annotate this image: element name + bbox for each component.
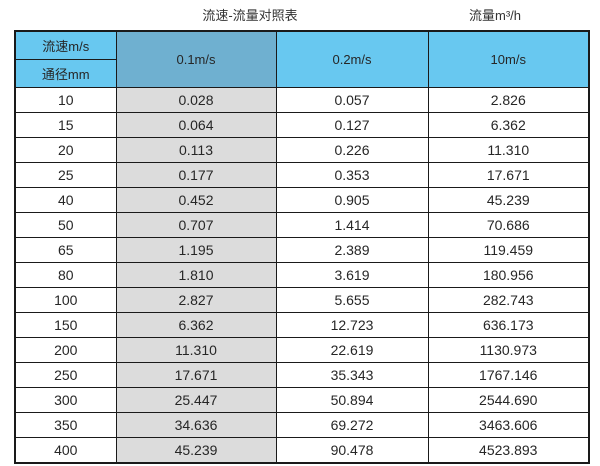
- flow-cell-10ms: 4523.893: [427, 437, 590, 464]
- flow-cell-10ms: 180.956: [427, 262, 590, 288]
- flow-cell-0.1ms: 0.028: [115, 87, 277, 113]
- diameter-cell: 300: [14, 387, 117, 413]
- column-header-10ms: 10m/s: [427, 30, 590, 88]
- diameter-cell: 15: [14, 112, 117, 138]
- flow-cell-0.2ms: 0.353: [275, 162, 429, 188]
- flow-cell-0.2ms: 22.619: [275, 337, 429, 363]
- flow-cell-0.1ms: 34.636: [115, 412, 277, 438]
- table-row: 80 1.810 3.619 180.956: [14, 262, 590, 288]
- table-row: 350 34.636 69.272 3463.606: [14, 412, 590, 438]
- diameter-cell: 80: [14, 262, 117, 288]
- table-row: 100 2.827 5.655 282.743: [14, 287, 590, 313]
- table-row: 20 0.113 0.226 11.310: [14, 137, 590, 163]
- diameter-cell: 150: [14, 312, 117, 338]
- flow-cell-0.2ms: 0.057: [275, 87, 429, 113]
- table-body: 10 0.028 0.057 2.826 15 0.064 0.127 6.362 20 0.11…: [14, 87, 590, 464]
- flow-cell-10ms: 1130.973: [427, 337, 590, 363]
- flow-cell-0.1ms: 0.113: [115, 137, 277, 163]
- flow-cell-10ms: 2.826: [427, 87, 590, 113]
- table-row: 400 45.239 90.478 4523.893: [14, 437, 590, 464]
- diameter-cell: 250: [14, 362, 117, 388]
- table-header: 流速m/s 0.1m/s 0.2m/s 10m/s 通径mm: [14, 30, 590, 88]
- flow-cell-0.2ms: 3.619: [275, 262, 429, 288]
- flow-cell-10ms: 1767.146: [427, 362, 590, 388]
- diameter-cell: 20: [14, 137, 117, 163]
- header-row-top: 流速m/s 0.1m/s 0.2m/s 10m/s: [14, 30, 590, 88]
- flow-cell-0.1ms: 25.447: [115, 387, 277, 413]
- table-row: 300 25.447 50.894 2544.690: [14, 387, 590, 413]
- diameter-cell: 25: [14, 162, 117, 188]
- flow-cell-0.1ms: 0.177: [115, 162, 277, 188]
- column-header-0.2ms: 0.2m/s: [275, 30, 429, 88]
- flow-cell-0.1ms: 1.195: [115, 237, 277, 263]
- diameter-cell: 65: [14, 237, 117, 263]
- diameter-cell: 40: [14, 187, 117, 213]
- flow-cell-10ms: 636.173: [427, 312, 590, 338]
- table-row: 250 17.671 35.343 1767.146: [14, 362, 590, 388]
- flow-cell-10ms: 6.362: [427, 112, 590, 138]
- table-row: 150 6.362 12.723 636.173: [14, 312, 590, 338]
- diameter-cell: 100: [14, 287, 117, 313]
- diameter-cell: 10: [14, 87, 117, 113]
- flow-cell-0.1ms: 0.064: [115, 112, 277, 138]
- flow-cell-0.2ms: 50.894: [275, 387, 429, 413]
- flow-cell-0.2ms: 35.343: [275, 362, 429, 388]
- diameter-cell: 400: [14, 437, 117, 464]
- flow-cell-0.1ms: 0.707: [115, 212, 277, 238]
- flow-cell-0.1ms: 45.239: [115, 437, 277, 464]
- flow-cell-0.2ms: 0.905: [275, 187, 429, 213]
- flow-cell-10ms: 2544.690: [427, 387, 590, 413]
- flow-cell-10ms: 70.686: [427, 212, 590, 238]
- table-row: 50 0.707 1.414 70.686: [14, 212, 590, 238]
- flow-unit-label: 流量m³/h: [468, 8, 521, 23]
- flow-cell-0.1ms: 1.810: [115, 262, 277, 288]
- velocity-flow-table: 流速m/s 0.1m/s 0.2m/s 10m/s 通径mm 10 0.028 0.…: [14, 30, 590, 464]
- flow-cell-0.1ms: 6.362: [115, 312, 277, 338]
- flow-cell-0.2ms: 90.478: [275, 437, 429, 464]
- flow-cell-10ms: 11.310: [427, 137, 590, 163]
- flow-cell-0.2ms: 1.414: [275, 212, 429, 238]
- table-row: 200 11.310 22.619 1130.973: [14, 337, 590, 363]
- flow-cell-0.2ms: 5.655: [275, 287, 429, 313]
- velocity-corner-label: 流速m/s: [14, 30, 117, 60]
- table-row: 25 0.177 0.353 17.671: [14, 162, 590, 188]
- flow-cell-0.1ms: 11.310: [115, 337, 277, 363]
- table-row: 40 0.452 0.905 45.239: [14, 187, 590, 213]
- table-row: 65 1.195 2.389 119.459: [14, 237, 590, 263]
- flow-cell-10ms: 119.459: [427, 237, 590, 263]
- flow-cell-0.2ms: 0.127: [275, 112, 429, 138]
- flow-cell-10ms: 282.743: [427, 287, 590, 313]
- column-header-0.1ms: 0.1m/s: [115, 30, 277, 88]
- flow-cell-10ms: 17.671: [427, 162, 590, 188]
- header-row-bottom: 通径mm: [14, 59, 589, 88]
- table-row: 10 0.028 0.057 2.826: [14, 87, 590, 113]
- diameter-cell: 350: [14, 412, 117, 438]
- flow-cell-10ms: 3463.606: [427, 412, 590, 438]
- table-title: 流速-流量对照表: [202, 8, 298, 23]
- flow-cell-0.2ms: 2.389: [275, 237, 429, 263]
- flow-cell-10ms: 45.239: [427, 187, 590, 213]
- flow-cell-0.1ms: 17.671: [115, 362, 277, 388]
- flow-cell-0.1ms: 0.452: [115, 187, 277, 213]
- diameter-corner-label: 通径mm: [14, 59, 117, 88]
- table-row: 15 0.064 0.127 6.362: [14, 112, 590, 138]
- diameter-cell: 50: [14, 212, 117, 238]
- flow-cell-0.2ms: 69.272: [275, 412, 429, 438]
- diameter-cell: 200: [14, 337, 117, 363]
- flow-cell-0.1ms: 2.827: [115, 287, 277, 313]
- flow-cell-0.2ms: 12.723: [275, 312, 429, 338]
- flow-cell-0.2ms: 0.226: [275, 137, 429, 163]
